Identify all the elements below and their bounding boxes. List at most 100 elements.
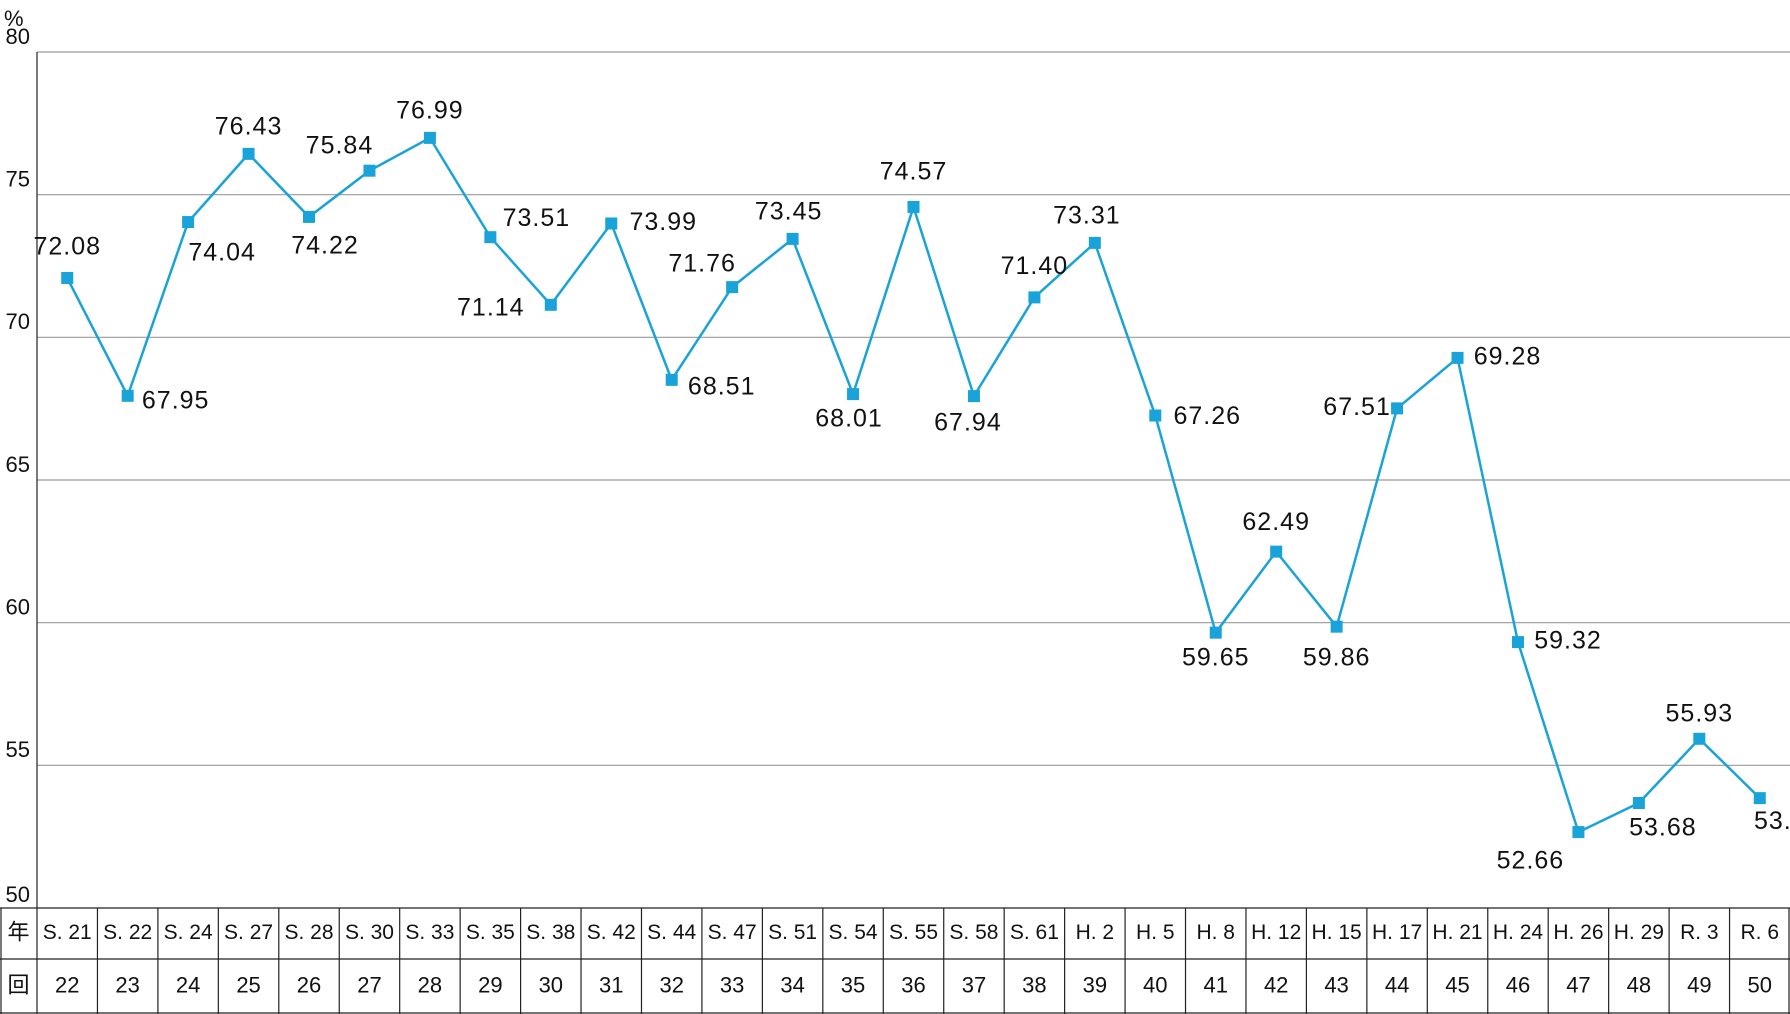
data-label: 53.68 [1629,814,1697,842]
x-tick-label: H. 5 [1136,921,1175,944]
x-tick-label: H. 2 [1076,921,1115,944]
x-tick-label: H. 26 [1553,921,1603,944]
round-label: 42 [1264,972,1288,997]
round-label: 31 [599,972,623,997]
round-label: 37 [962,972,986,997]
marker [907,200,920,213]
x-tick-label: S. 47 [708,921,757,944]
round-label: 45 [1445,972,1469,997]
marker [1391,402,1404,415]
x-tick-label: S. 30 [345,921,394,944]
marker [121,389,134,402]
marker [1511,636,1524,649]
x-tick-label: S. 27 [224,921,273,944]
round-label: 36 [901,972,925,997]
round-label: 32 [659,972,683,997]
round-label: 27 [357,972,381,997]
round-label: 38 [1022,972,1046,997]
x-tick-label: H. 15 [1312,921,1362,944]
x-tick-label: H. 12 [1251,921,1301,944]
data-label: 71.76 [668,250,736,278]
data-label: 73.99 [629,208,697,236]
y-tick-label: 70 [6,309,30,334]
marker [1149,409,1162,422]
marker [363,164,376,177]
round-label: 30 [539,972,563,997]
row-header: 年 [7,919,29,944]
round-label: 22 [55,972,79,997]
x-tick-label: H. 21 [1432,921,1482,944]
marker [544,298,557,311]
x-tick-label: S. 51 [768,921,817,944]
y-tick-label: 50 [6,882,30,907]
data-label: 67.26 [1174,402,1242,430]
data-label: 73.45 [755,198,823,226]
x-tick-label: R. 6 [1741,921,1780,944]
round-label: 48 [1627,972,1651,997]
round-label: 26 [297,972,321,997]
x-tick-label: S. 28 [284,921,333,944]
data-label: 74.04 [188,239,256,267]
x-tick-label: S. 58 [949,921,998,944]
round-label: 41 [1203,972,1227,997]
round-label: 43 [1324,972,1348,997]
x-tick-label: H. 29 [1614,921,1664,944]
marker [665,373,678,386]
x-tick-label: S. 22 [103,921,152,944]
round-label: 39 [1083,972,1107,997]
marker [1693,732,1706,745]
x-tick-label: H. 8 [1196,921,1235,944]
x-tick-label: S. 24 [164,921,213,944]
data-label: 68.01 [815,405,883,433]
data-label: 52.66 [1497,847,1565,875]
round-label: 33 [720,972,744,997]
round-label: 47 [1566,972,1590,997]
round-label: 24 [176,972,200,997]
data-label: 74.22 [291,232,359,260]
marker [1270,545,1283,558]
round-label: 44 [1385,972,1409,997]
marker [1330,620,1343,633]
marker [61,271,74,284]
x-tick-label: S. 55 [889,921,938,944]
data-label: 62.49 [1242,508,1310,536]
x-tick-label: S. 35 [466,921,515,944]
marker [1572,826,1585,839]
round-label: 49 [1687,972,1711,997]
x-tick-label: S. 54 [829,921,878,944]
data-label: 67.94 [934,409,1002,437]
row-header: 回 [7,972,29,997]
data-label: 59.32 [1534,627,1602,655]
data-label: 75.84 [306,131,374,159]
marker [1028,291,1041,304]
marker [484,231,497,244]
data-label: 67.51 [1323,393,1391,421]
data-label: 73.31 [1053,201,1121,229]
y-unit: % [4,6,24,31]
x-tick-label: R. 3 [1680,921,1719,944]
data-label: 76.43 [215,112,283,140]
marker [182,216,195,229]
y-tick-label: 65 [6,452,30,477]
y-tick-label: 55 [6,737,30,762]
x-tick-label: S. 61 [1010,921,1059,944]
marker [847,388,860,401]
data-label: 59.65 [1182,643,1250,671]
marker [1209,626,1222,639]
data-label: 68.51 [688,372,756,400]
y-tick-label: 80 [6,24,30,49]
round-label: 28 [418,972,442,997]
data-label: 71.40 [1001,252,1069,280]
x-tick-label: H. 17 [1372,921,1422,944]
marker [1753,792,1766,805]
round-label: 46 [1506,972,1530,997]
data-label: 73.51 [503,204,571,232]
round-label: 50 [1748,972,1772,997]
marker [786,232,799,245]
marker [726,281,739,294]
x-tick-label: S. 38 [526,921,575,944]
round-label: 29 [478,972,502,997]
marker [303,210,316,223]
x-tick-label: H. 24 [1493,921,1544,944]
